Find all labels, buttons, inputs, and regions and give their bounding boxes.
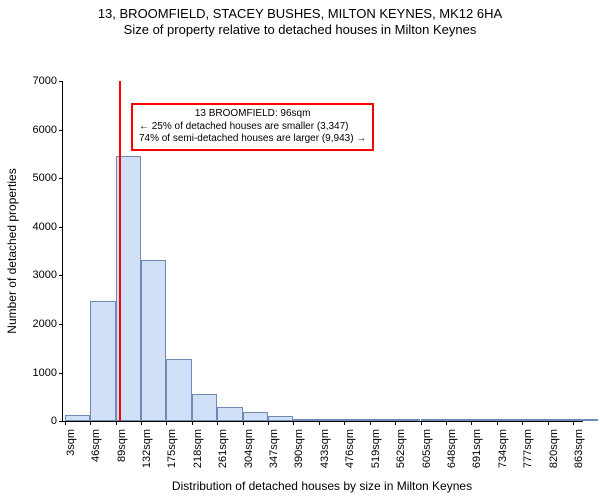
x-tick-mark <box>395 421 396 425</box>
x-tick-label: 777sqm <box>522 429 534 468</box>
histogram-bar <box>319 419 344 421</box>
histogram-bar <box>497 419 522 421</box>
x-tick-mark <box>421 421 422 425</box>
y-tick-mark <box>59 130 63 131</box>
x-tick-label: 132sqm <box>141 429 153 468</box>
y-axis-label: Number of detached properties <box>5 168 19 333</box>
histogram-bar <box>217 407 242 422</box>
x-tick-mark <box>268 421 269 425</box>
histogram-bar <box>166 359 191 421</box>
y-tick-mark <box>59 81 63 82</box>
x-tick-label: 433sqm <box>319 429 331 468</box>
x-tick-label: 476sqm <box>344 429 356 468</box>
x-tick-mark <box>217 421 218 425</box>
y-tick-mark <box>59 227 63 228</box>
x-tick-mark <box>573 421 574 425</box>
x-tick-label: 304sqm <box>243 429 255 468</box>
x-tick-mark <box>141 421 142 425</box>
histogram-bar <box>548 419 573 421</box>
x-tick-label: 863sqm <box>573 429 585 468</box>
histogram-bar <box>344 419 369 421</box>
x-tick-label: 390sqm <box>293 429 305 468</box>
chart-title-block: 13, BROOMFIELD, STACEY BUSHES, MILTON KE… <box>0 0 600 37</box>
property-marker-line <box>119 81 121 421</box>
x-tick-label: 519sqm <box>370 429 382 468</box>
histogram-bar <box>471 419 496 421</box>
x-tick-label: 46sqm <box>90 429 102 462</box>
x-tick-mark <box>446 421 447 425</box>
x-tick-label: 648sqm <box>446 429 458 468</box>
chart-title-line1: 13, BROOMFIELD, STACEY BUSHES, MILTON KE… <box>0 6 600 22</box>
x-tick-mark <box>90 421 91 425</box>
histogram-bar <box>395 419 420 421</box>
x-tick-label: 820sqm <box>548 429 560 468</box>
y-tick-mark <box>59 324 63 325</box>
y-tick-mark <box>59 275 63 276</box>
histogram-bar <box>65 415 90 421</box>
callout-line: 74% of semi-detached houses are larger (… <box>139 133 366 146</box>
histogram-bar <box>293 419 318 422</box>
x-tick-mark <box>370 421 371 425</box>
x-tick-mark <box>192 421 193 425</box>
x-tick-mark <box>522 421 523 425</box>
x-tick-label: 562sqm <box>395 429 407 468</box>
x-tick-label: 218sqm <box>192 429 204 468</box>
y-tick-mark <box>59 421 63 422</box>
x-tick-mark <box>293 421 294 425</box>
x-tick-label: 3sqm <box>65 429 77 456</box>
x-tick-mark <box>497 421 498 425</box>
histogram-bar <box>243 412 268 421</box>
histogram-bar <box>141 260 166 421</box>
callout-line: ← 25% of detached houses are smaller (3,… <box>139 121 366 134</box>
x-tick-label: 89sqm <box>116 429 128 462</box>
x-tick-label: 734sqm <box>497 429 509 468</box>
histogram-bar <box>421 419 446 421</box>
x-tick-mark <box>471 421 472 425</box>
histogram-bar <box>90 301 115 421</box>
x-tick-mark <box>548 421 549 425</box>
x-tick-label: 347sqm <box>268 429 280 468</box>
x-tick-mark <box>65 421 66 425</box>
histogram-bar <box>573 419 598 421</box>
histogram-bar <box>370 419 395 421</box>
histogram-bar <box>522 419 547 421</box>
property-callout: 13 BROOMFIELD: 96sqm← 25% of detached ho… <box>131 103 374 151</box>
histogram-bar <box>446 419 471 421</box>
x-tick-label: 691sqm <box>471 429 483 468</box>
chart-title-line2: Size of property relative to detached ho… <box>0 22 600 38</box>
x-tick-mark <box>116 421 117 425</box>
x-tick-mark <box>166 421 167 425</box>
x-tick-label: 605sqm <box>421 429 433 468</box>
x-tick-label: 261sqm <box>217 429 229 468</box>
histogram-bar <box>268 416 293 421</box>
x-tick-mark <box>344 421 345 425</box>
callout-line: 13 BROOMFIELD: 96sqm <box>139 108 366 121</box>
histogram-bar <box>192 394 217 421</box>
x-tick-mark <box>319 421 320 425</box>
y-tick-mark <box>59 178 63 179</box>
x-tick-mark <box>243 421 244 425</box>
x-tick-label: 175sqm <box>166 429 178 468</box>
x-axis-label: Distribution of detached houses by size … <box>62 479 582 493</box>
y-tick-mark <box>59 373 63 374</box>
plot-area: 010002000300040005000600070003sqm46sqm89… <box>62 81 583 422</box>
